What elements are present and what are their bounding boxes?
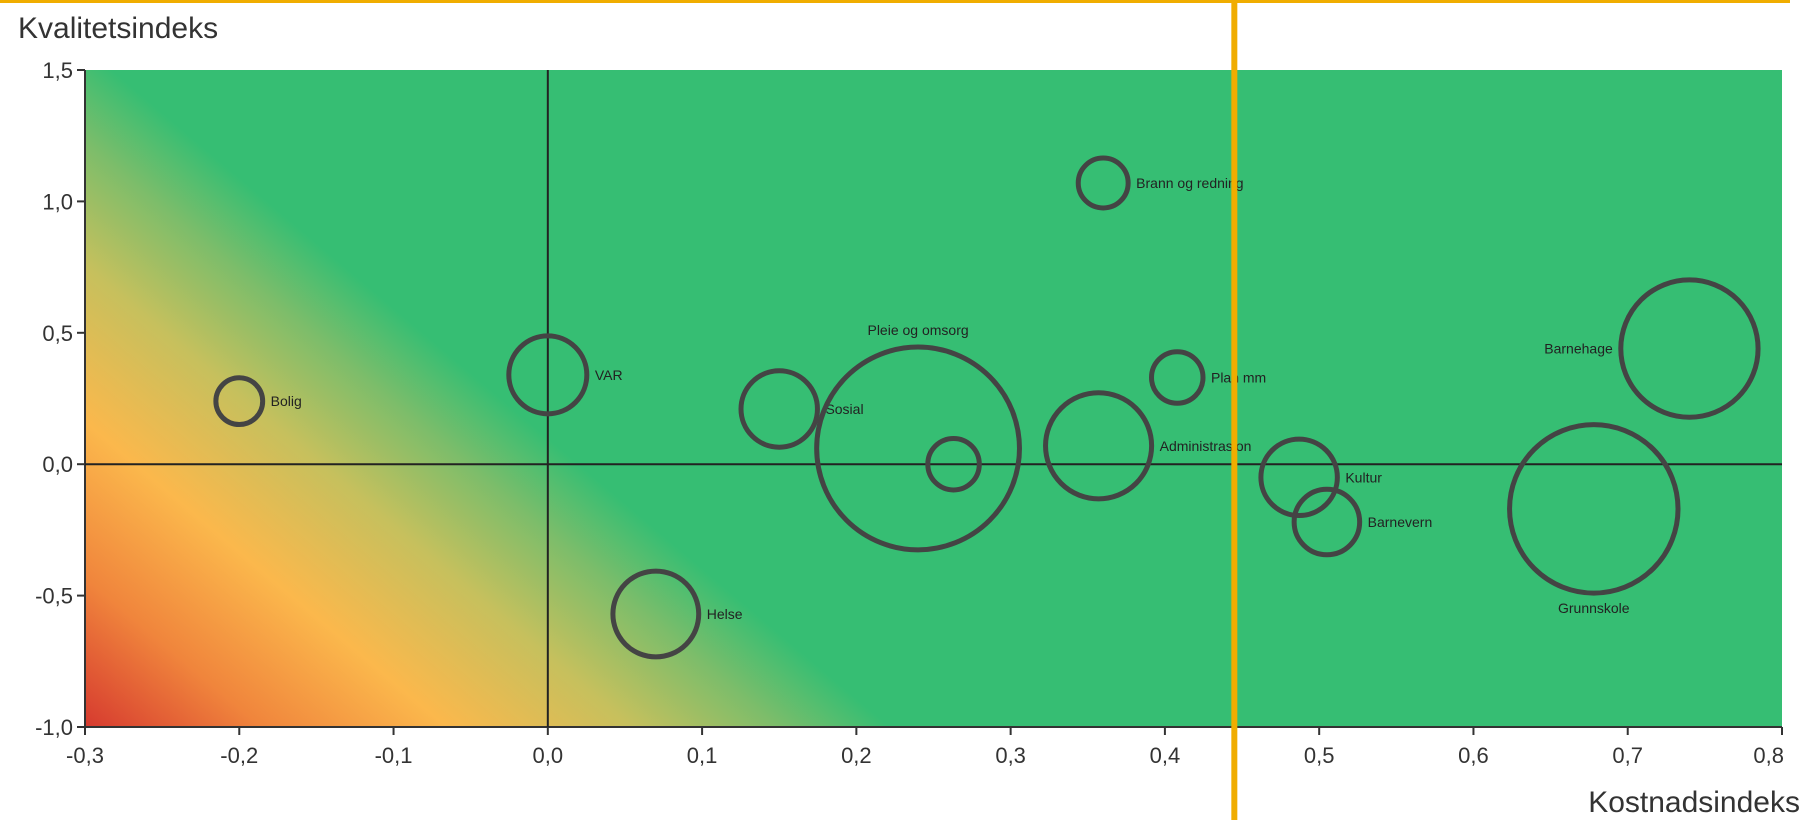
x-tick-label: 0,0 xyxy=(533,743,564,768)
x-axis-title: Kostnadsindeks xyxy=(1588,786,1800,819)
bubble-label: Helse xyxy=(707,606,743,622)
bubble-label: Grunnskole xyxy=(1558,600,1630,616)
bubble-label: Sosial xyxy=(825,401,863,417)
bubble xyxy=(1075,155,1131,211)
y-axis-ticks: 1,5 1,0 0,5 0,0 -0,5 -1,0 xyxy=(35,58,86,740)
bubble xyxy=(738,368,820,450)
x-tick-label: -0,2 xyxy=(220,743,258,768)
x-tick-label: -0,1 xyxy=(375,743,413,768)
bubble-label: Administrasjon xyxy=(1160,438,1252,454)
y-tick-label: -1,0 xyxy=(35,715,73,740)
x-tick-label: 0,6 xyxy=(1458,743,1489,768)
x-tick-label: 0,4 xyxy=(1150,743,1181,768)
bubble-label: Plan mm xyxy=(1211,369,1266,385)
bubble xyxy=(1149,349,1206,406)
x-tick-label: 0,3 xyxy=(995,743,1026,768)
y-tick-label: 0,0 xyxy=(42,452,73,477)
x-tick-label: 0,8 xyxy=(1753,743,1784,768)
plot-area xyxy=(85,70,1782,727)
x-axis-ticks: -0,3 -0,2 -0,1 0,0 0,1 0,2 0,3 0,4 0,5 0,6 0,7 0,8 xyxy=(66,726,1784,768)
bubble-label: Kultur xyxy=(1345,469,1382,485)
bubble xyxy=(814,344,1022,553)
bubble xyxy=(1618,277,1761,420)
y-tick-label: 1,5 xyxy=(42,58,73,83)
bubble-label: Bolig xyxy=(271,393,302,409)
bubble-label: Barnevern xyxy=(1368,514,1433,530)
bubbles: Bolig VAR Helse Sosial Pleie og omsorg Brann … xyxy=(213,155,1761,660)
bubble-label: Brann og redning xyxy=(1136,175,1243,191)
y-tick-label: 1,0 xyxy=(42,189,73,214)
bubble xyxy=(925,435,982,493)
bubble-label: Pleie og omsorg xyxy=(867,322,968,338)
x-tick-label: 0,1 xyxy=(687,743,718,768)
bubble xyxy=(1258,436,1340,519)
reference-lines xyxy=(85,70,1782,727)
x-tick-label: 0,5 xyxy=(1304,743,1335,768)
bubble xyxy=(1043,390,1155,502)
bubble xyxy=(610,568,702,660)
x-tick-label: -0,3 xyxy=(66,743,104,768)
bubble-label: VAR xyxy=(595,367,623,383)
bubble xyxy=(506,333,590,417)
bubble xyxy=(213,375,266,428)
x-tick-label: 0,2 xyxy=(841,743,872,768)
y-axis-title: Kvalitetsindeks xyxy=(18,12,218,45)
bubble xyxy=(1291,486,1363,558)
bubble-label: Barnehage xyxy=(1544,341,1613,357)
bubble xyxy=(1507,422,1681,596)
y-tick-label: 0,5 xyxy=(42,321,73,346)
y-tick-label: -0,5 xyxy=(35,584,73,609)
x-tick-label: 0,7 xyxy=(1612,743,1643,768)
